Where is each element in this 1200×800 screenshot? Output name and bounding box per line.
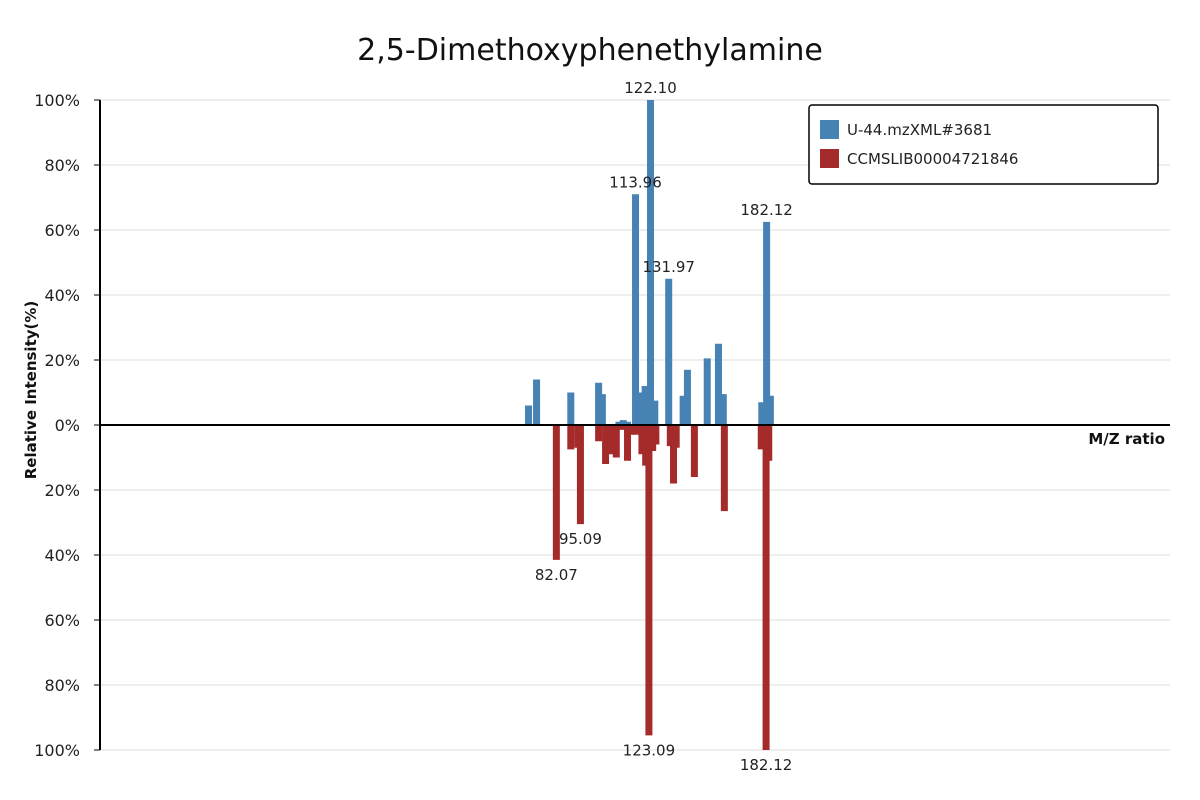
library-peak-bar <box>638 425 646 455</box>
query-peak-bar <box>641 386 649 425</box>
y-tick-label: 80% <box>44 156 80 175</box>
library-peak-bar <box>627 425 635 435</box>
y-tick-label: 20% <box>44 351 80 370</box>
bar-series <box>525 100 774 750</box>
query-peak-bar <box>615 421 623 425</box>
y-tick-label: 40% <box>44 286 80 305</box>
query-peak-bar <box>651 400 659 425</box>
library-peak-label: 123.09 <box>623 741 676 759</box>
query-peak-bar <box>719 394 727 425</box>
library-peak-bar <box>618 425 626 430</box>
y-axis-ticks: 100% 80% 60% 40% 20% 0% 20% 40% 60% 80% 100% <box>34 91 100 760</box>
library-peak-bar <box>765 425 773 461</box>
library-peak-bar <box>552 425 560 560</box>
query-peak-label: 182.12 <box>740 201 793 219</box>
library-peak-bar <box>576 425 584 525</box>
query-peak-bar <box>598 394 606 425</box>
query-peak-bar <box>525 405 533 425</box>
y-tick-label: 40% <box>44 546 80 565</box>
legend-label-ccmslib: CCMSLIB00004721846 <box>847 150 1018 168</box>
legend-box <box>808 104 1159 185</box>
legend-swatch-ccmslib <box>820 149 839 168</box>
query-peak-bar <box>567 392 575 425</box>
chart-title: 2,5-Dimethoxyphenethylamine <box>357 33 823 68</box>
library-peak-bar <box>672 425 680 448</box>
query-peak-label: 113.96 <box>609 173 662 191</box>
query-peak-bar <box>766 395 774 425</box>
library-peak-bar <box>690 425 698 477</box>
y-tick-label: 0% <box>55 416 80 435</box>
legend-swatch-u44 <box>820 120 839 139</box>
y-tick-label: 60% <box>44 221 80 240</box>
library-peak-label: 182.12 <box>740 756 793 774</box>
library-peak-bar <box>720 425 728 512</box>
library-peak-bar <box>645 425 653 736</box>
library-peak-bar <box>633 425 641 435</box>
query-peak-bar <box>647 100 655 425</box>
library-peak-bar <box>567 425 575 450</box>
library-peak-bar <box>602 425 610 464</box>
query-peak-bar <box>619 420 627 425</box>
query-peak-bar <box>763 221 771 425</box>
query-peak-bar <box>533 379 541 425</box>
legend-label-u44: U-44.mzXML#3681 <box>847 121 992 139</box>
peak-labels: 122.10 113.96 131.97 182.12 82.07 95.09 123.09… <box>535 79 793 774</box>
y-tick-label: 100% <box>34 741 80 760</box>
query-peak-bar <box>665 278 673 425</box>
query-peak-label: 131.97 <box>642 258 695 276</box>
library-peak-bar <box>595 425 603 442</box>
library-peak-bar <box>624 425 632 461</box>
x-axis-label: M/Z ratio <box>1088 430 1165 448</box>
query-peak-bar <box>679 395 687 425</box>
query-peak-bar <box>595 382 603 425</box>
library-peak-bar <box>670 425 678 484</box>
library-peak-bar <box>652 425 660 445</box>
query-peak-label: 122.10 <box>624 79 677 97</box>
library-peak-bar <box>757 425 765 450</box>
query-peak-bar <box>637 392 645 425</box>
query-peak-bar <box>683 369 691 425</box>
query-peak-bar <box>624 421 632 425</box>
legend: U-44.mzXML#3681 CCMSLIB00004721846 <box>808 104 1159 185</box>
library-peak-bar <box>612 425 620 458</box>
y-tick-label: 60% <box>44 611 80 630</box>
library-peak-label: 82.07 <box>535 566 578 584</box>
query-peak-bar <box>632 194 640 425</box>
y-axis-label: Relative Intensity(%) <box>22 301 40 480</box>
query-peak-bar <box>703 358 711 425</box>
library-peak-bar <box>762 425 770 750</box>
y-tick-label: 100% <box>34 91 80 110</box>
y-tick-label: 80% <box>44 676 80 695</box>
query-peak-bar <box>758 402 766 425</box>
library-peak-label: 95.09 <box>559 530 602 548</box>
y-tick-label: 20% <box>44 481 80 500</box>
query-peak-bar <box>714 343 722 425</box>
library-peak-bar <box>608 425 616 455</box>
